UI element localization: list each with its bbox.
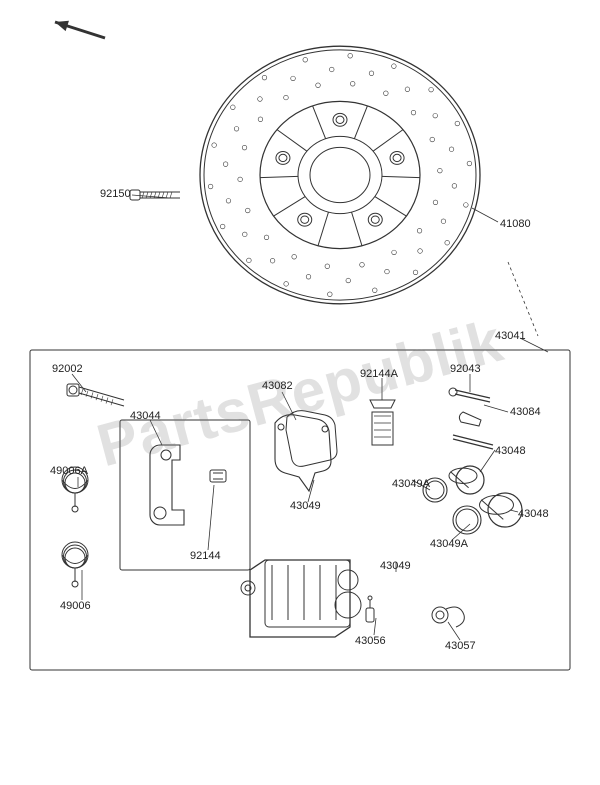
part-ref-49006A: 49006A xyxy=(50,465,88,477)
part-ref-43049b: 43049 xyxy=(380,560,411,572)
part-ref-92002: 92002 xyxy=(52,363,83,375)
drawing-layer xyxy=(0,0,600,785)
part-ref-43057: 43057 xyxy=(445,640,476,652)
part-ref-92144A: 92144A xyxy=(360,368,398,380)
part-ref-43044: 43044 xyxy=(130,410,161,422)
part-ref-43049A: 43049A xyxy=(392,478,430,490)
part-ref-92144: 92144 xyxy=(190,550,221,562)
diagram-canvas: PartsRepublik 92150410804304192002430444… xyxy=(0,0,600,785)
part-ref-49006: 49006 xyxy=(60,600,91,612)
part-ref-43048: 43048 xyxy=(495,445,526,457)
part-ref-43056: 43056 xyxy=(355,635,386,647)
part-ref-43049: 43049 xyxy=(290,500,321,512)
part-ref-43084: 43084 xyxy=(510,406,541,418)
part-ref-41080: 41080 xyxy=(500,218,531,230)
part-ref-43041: 43041 xyxy=(495,330,526,342)
part-ref-43049Ab: 43049A xyxy=(430,538,468,550)
part-ref-43048b: 43048 xyxy=(518,508,549,520)
part-ref-43082: 43082 xyxy=(262,380,293,392)
part-ref-92150: 92150 xyxy=(100,188,131,200)
part-ref-92043: 92043 xyxy=(450,363,481,375)
